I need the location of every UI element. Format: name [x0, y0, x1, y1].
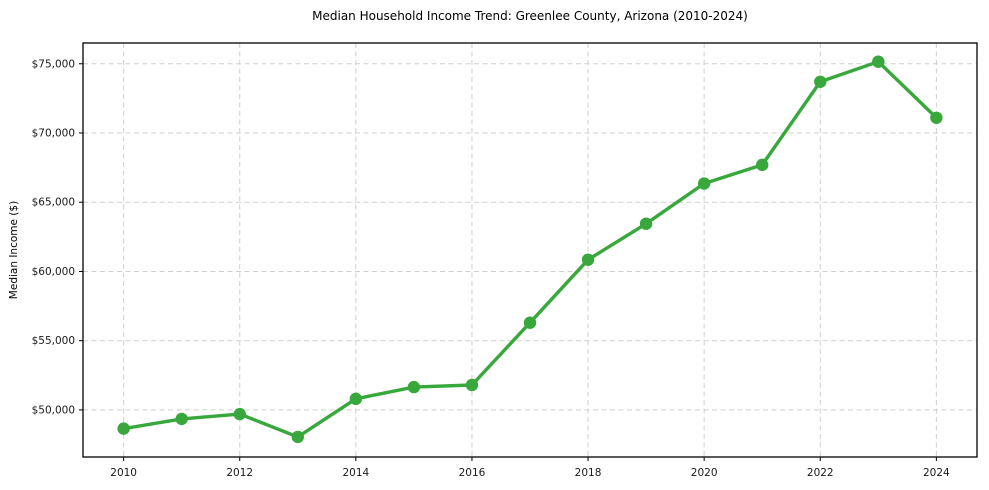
data-point: [581, 253, 595, 266]
y-tick-label: $60,000: [32, 266, 75, 278]
plot-border: [82, 42, 978, 458]
data-point: [697, 177, 711, 190]
x-tick-label: 2014: [342, 467, 369, 479]
y-tick-label: $75,000: [32, 58, 75, 70]
x-tick-label: 2020: [691, 467, 718, 479]
x-tick-label: 2022: [807, 467, 834, 479]
y-tick-label: $50,000: [32, 404, 75, 416]
y-tick-label: $65,000: [32, 197, 75, 209]
y-tick-label: $55,000: [32, 335, 75, 347]
data-point: [930, 111, 943, 124]
data-point: [349, 392, 363, 406]
trend-line: [121, 59, 939, 439]
x-tick-label: 2018: [575, 467, 602, 479]
data-point: [465, 378, 479, 392]
data-point: [523, 316, 537, 329]
data-point: [407, 380, 421, 394]
data-point: [175, 412, 188, 426]
data-point: [814, 75, 827, 88]
x-tick-label: 2010: [110, 467, 137, 479]
x-tick-label: 2012: [226, 467, 253, 479]
data-point: [117, 422, 130, 435]
data-point: [639, 217, 653, 230]
x-tick-label: 2016: [459, 467, 486, 479]
x-tick-label: 2024: [923, 467, 950, 479]
y-tick-label: $70,000: [32, 128, 75, 140]
data-point: [233, 407, 246, 421]
data-point: [756, 158, 769, 172]
data-point: [872, 55, 885, 68]
chart-title: Median Household Income Trend: Greenlee …: [312, 9, 748, 23]
data-point: [291, 430, 304, 444]
